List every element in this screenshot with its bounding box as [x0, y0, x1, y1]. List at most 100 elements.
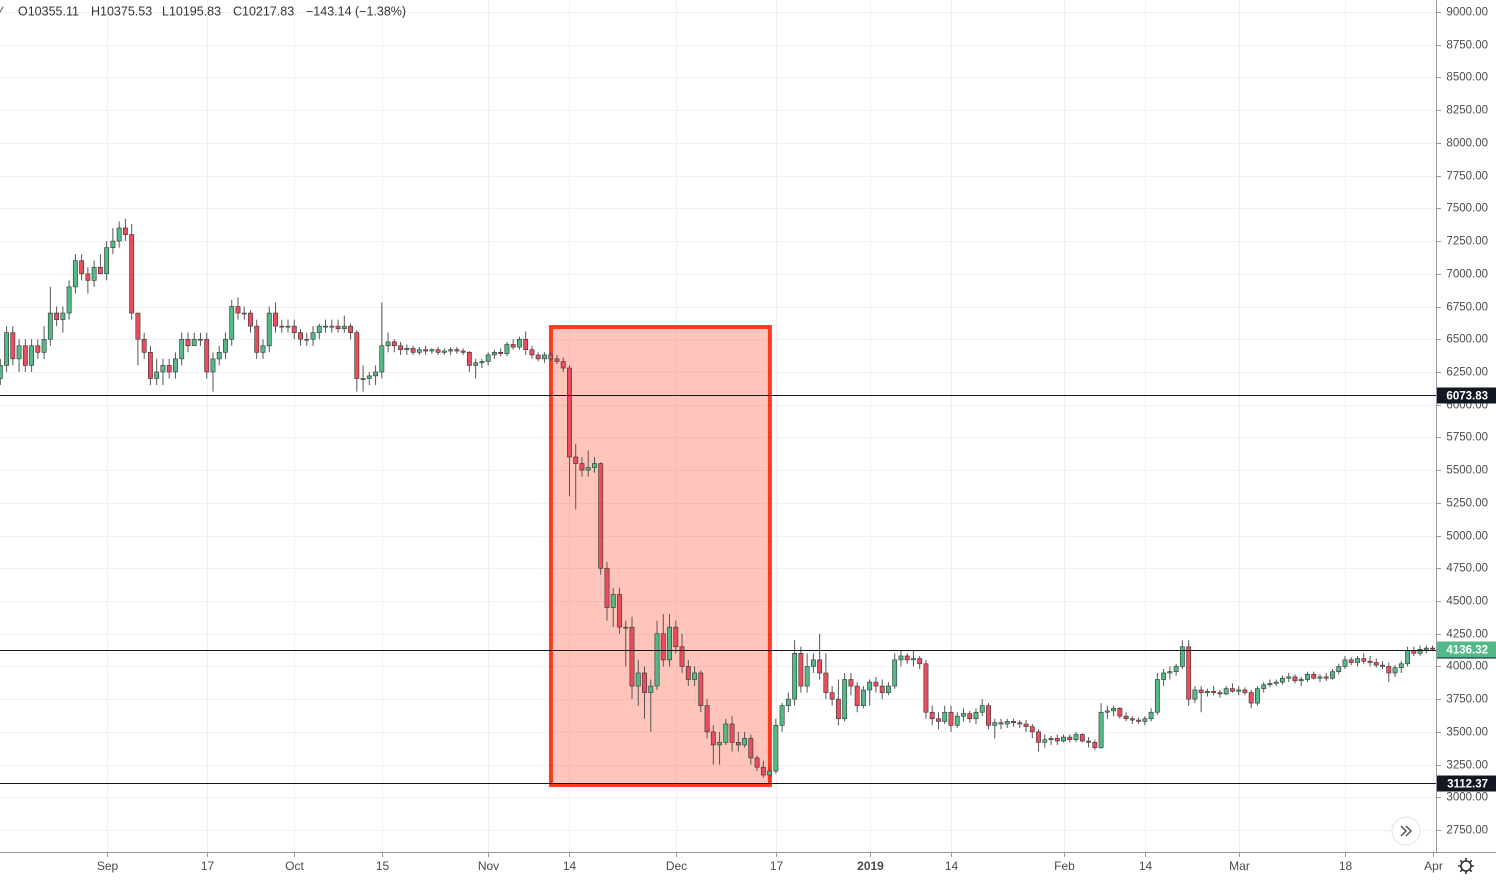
candle-body [341, 325, 347, 330]
candle-body [1373, 662, 1379, 666]
candle-body [29, 345, 35, 366]
candle-body [879, 685, 885, 693]
candle-body [998, 722, 1004, 725]
candle-body [110, 240, 116, 248]
x-tick-label: 14 [945, 859, 959, 873]
x-tick-label: Nov [478, 859, 499, 873]
candle-body [85, 273, 91, 281]
candle-body [91, 266, 97, 281]
candle-body [454, 349, 460, 352]
candle-body [510, 344, 516, 348]
y-tick-label: 3750.00 [1446, 694, 1488, 706]
plot-area [0, 218, 1436, 787]
candle-body [1411, 650, 1417, 654]
scroll-icon [1400, 825, 1413, 837]
candle-body [792, 653, 798, 700]
candle-body [404, 348, 410, 350]
candle-body [936, 718, 941, 722]
y-tick-label: 7750.00 [1446, 171, 1488, 183]
candle-body [698, 672, 704, 706]
candle-body [648, 685, 654, 693]
candle-body [742, 738, 748, 746]
legend: ⁄ O10355.11 H10375.53 L10195.83 C10217.8… [0, 4, 406, 18]
candle-body [898, 655, 904, 661]
settings[interactable] [1458, 858, 1474, 874]
candle-body [679, 646, 685, 667]
candle-body [579, 463, 585, 471]
x-tick-label: 2019 [857, 859, 884, 873]
y-tick-label: 8750.00 [1446, 40, 1488, 52]
candle-body [892, 659, 898, 687]
candle-body [767, 770, 773, 776]
candle-body [1061, 736, 1066, 742]
candle-body [1067, 736, 1073, 741]
candle-body [642, 672, 647, 693]
candle-body [35, 345, 41, 353]
candle-body [1192, 689, 1198, 700]
candle-body [942, 711, 948, 722]
candle-body [185, 338, 191, 347]
candle-body [867, 681, 873, 691]
low-value: L10195.83 [162, 4, 221, 18]
candle-body [460, 350, 466, 353]
candle-body [1092, 742, 1098, 748]
candle-body [723, 723, 729, 743]
axes: 2750.00 3000.00 3250.00 3500.00 3750.00 4000.… [97, 7, 1496, 873]
candle-body [623, 626, 629, 629]
grid [0, 0, 1436, 852]
candle-body [391, 341, 397, 347]
candle-body [466, 352, 472, 366]
candle-body [329, 325, 335, 328]
x-tick-label: 14 [1139, 859, 1153, 873]
candle-body [16, 345, 22, 360]
candle-body [1342, 659, 1348, 667]
candle-body [1336, 666, 1342, 672]
candle-body [1423, 647, 1429, 650]
y-tick-label: 4500.00 [1446, 596, 1488, 608]
candle-body [4, 332, 9, 366]
candle-body [929, 711, 935, 720]
candle-body [1117, 707, 1123, 717]
x-tick-label: Sep [97, 859, 119, 873]
candle-body [854, 685, 860, 706]
y-tick-label: 3500.00 [1446, 727, 1488, 739]
candle-body [592, 463, 597, 468]
candle-body [1173, 666, 1179, 672]
candle-body [1386, 666, 1392, 674]
candle-body [610, 594, 616, 608]
candle-body [1148, 711, 1154, 720]
candle-body [1273, 681, 1279, 684]
candle-body [316, 325, 322, 333]
candle-body [1242, 689, 1248, 693]
candle-body [986, 705, 991, 726]
candle-body [298, 332, 303, 340]
candle-body [260, 345, 266, 353]
candle-body [604, 567, 610, 608]
candle-body [1380, 664, 1385, 667]
candle-body [122, 227, 128, 235]
candle-body [754, 757, 760, 768]
candle-body [166, 365, 172, 373]
candle-body [704, 705, 710, 733]
candle-body [1017, 722, 1023, 725]
candle-body [617, 594, 622, 628]
candle-body [1036, 731, 1041, 743]
candle-body [10, 332, 16, 360]
candle-body [635, 672, 641, 687]
candle-body [254, 325, 260, 353]
y-tick-label: 2750.00 [1446, 825, 1488, 837]
symbol-marker: ⁄ [0, 4, 4, 18]
candle-body [429, 349, 435, 352]
candle-body [1198, 689, 1204, 693]
candle-body [1367, 660, 1373, 663]
candle-body [1217, 692, 1223, 695]
scroll-to-latest[interactable] [1391, 816, 1421, 846]
candle-body [760, 766, 766, 776]
candle-body [1323, 676, 1329, 679]
candle-body [785, 698, 791, 706]
x-tick-label: 18 [1339, 859, 1353, 873]
y-tick-label: 5500.00 [1446, 465, 1488, 477]
candle-body [41, 338, 47, 353]
candle-body [335, 325, 341, 330]
